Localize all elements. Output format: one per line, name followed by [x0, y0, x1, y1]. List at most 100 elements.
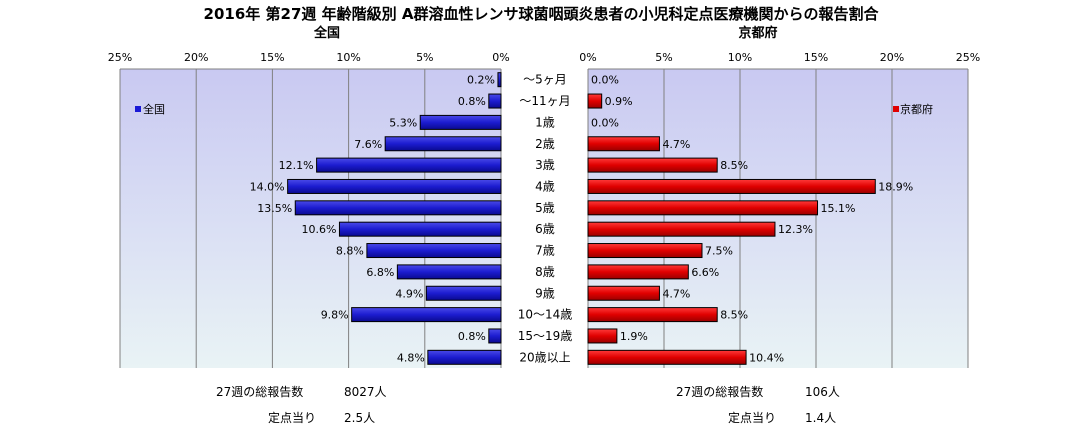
national-value-label: 0.2%	[467, 74, 495, 87]
legend-national-swatch	[135, 106, 141, 112]
kyoto-value-label: 10.4%	[749, 351, 784, 364]
left-tick-label: 20%	[184, 51, 208, 64]
national-value-label: 4.9%	[395, 287, 423, 300]
national-bar	[287, 178, 502, 194]
legend-kyoto-swatch	[893, 106, 899, 112]
national-bar	[425, 285, 502, 301]
kyoto-per-value: 1.4人	[805, 411, 837, 425]
kyoto-bar	[587, 157, 718, 173]
legend-kyoto-label: 京都府	[900, 102, 933, 116]
national-total-value: 8027人	[344, 385, 387, 399]
kyoto-value-label: 8.5%	[720, 309, 748, 322]
national-value-label: 0.8%	[458, 330, 486, 343]
national-bar	[316, 157, 502, 173]
kyoto-value-label: 4.7%	[662, 138, 690, 151]
kyoto-bar	[587, 285, 660, 301]
kyoto-value-label: 8.5%	[720, 159, 748, 172]
left-tick-label: 15%	[260, 51, 284, 64]
national-bar	[294, 200, 502, 216]
kyoto-value-label: 0.0%	[591, 116, 619, 129]
national-bar	[338, 221, 502, 237]
category-label: 7歳	[535, 244, 555, 258]
bars	[287, 72, 876, 365]
category-label: 20歳以上	[519, 350, 570, 364]
legend-national-label: 全国	[143, 102, 165, 116]
kyoto-value-label: 0.9%	[605, 95, 633, 108]
kyoto-bar	[587, 243, 703, 259]
national-value-label: 8.8%	[336, 245, 364, 258]
category-label: 3歳	[535, 158, 555, 172]
kyoto-value-label: 7.5%	[705, 245, 733, 258]
kyoto-per-label: 定点当り	[728, 411, 777, 425]
kyoto-total-value: 106人	[805, 385, 840, 399]
kyoto-bar	[587, 349, 747, 365]
category-label: 10～14歳	[518, 308, 573, 322]
national-value-label: 12.1%	[279, 159, 314, 172]
national-bar	[488, 93, 502, 109]
kyoto-value-label: 12.3%	[778, 223, 813, 236]
kyoto-value-label: 0.0%	[591, 74, 619, 87]
right-tick-label: 25%	[956, 51, 980, 64]
kyoto-bar	[587, 307, 718, 323]
national-value-label: 0.8%	[458, 95, 486, 108]
right-tick-label: 5%	[655, 51, 672, 64]
national-bar	[497, 72, 502, 88]
left-tick-label: 0%	[492, 51, 509, 64]
national-bar	[384, 136, 502, 152]
category-label: 6歳	[535, 222, 555, 236]
category-label: 2歳	[535, 137, 555, 151]
right-tick-label: 20%	[880, 51, 904, 64]
category-label: ～5ヶ月	[523, 73, 567, 87]
national-bar	[366, 243, 502, 259]
national-per-value: 2.5人	[344, 411, 376, 425]
kyoto-bar	[587, 200, 819, 216]
national-value-label: 7.6%	[354, 138, 382, 151]
national-value-label: 14.0%	[250, 180, 285, 193]
category-label: ～11ヶ月	[519, 94, 570, 108]
chart-title: 2016年 第27週 年齢階級別 A群溶血性レンサ球菌咽頭炎患者の小児科定点医療…	[204, 5, 880, 23]
national-value-label: 4.8%	[397, 351, 425, 364]
kyoto-value-label: 15.1%	[821, 202, 856, 215]
national-value-label: 10.6%	[302, 223, 337, 236]
kyoto-value-label: 18.9%	[878, 180, 913, 193]
right-tick-label: 15%	[804, 51, 828, 64]
national-bar	[396, 264, 502, 280]
axis-tick-labels: 0% 0% 5% 5% 10% 10% 15% 15% 20% 20% 25% 25%	[108, 51, 980, 64]
national-total-label: 27週の総報告数	[216, 385, 304, 399]
right-tick-label: 10%	[728, 51, 752, 64]
right-panel-title: 京都府	[738, 25, 777, 41]
left-tick-label: 5%	[416, 51, 433, 64]
kyoto-bar	[587, 178, 876, 194]
national-bar	[488, 328, 502, 344]
data-labels: 0.2% 0.8% 5.3% 7.6% 12.1% 14.0% 13.5% 10.6% 8.8%…	[250, 74, 914, 365]
national-bar	[351, 307, 502, 323]
kyoto-bar	[587, 264, 689, 280]
left-tick-label: 10%	[336, 51, 360, 64]
kyoto-total-label: 27週の総報告数	[676, 385, 764, 399]
category-label: 8歳	[535, 265, 555, 279]
left-panel-title: 全国	[313, 25, 340, 41]
national-value-label: 13.5%	[257, 202, 292, 215]
national-bar	[427, 349, 502, 365]
kyoto-bar	[587, 221, 776, 237]
national-value-label: 5.3%	[389, 116, 417, 129]
category-label: 1歳	[535, 115, 555, 129]
national-per-label: 定点当り	[268, 411, 317, 425]
kyoto-value-label: 6.6%	[691, 266, 719, 279]
right-tick-label: 0%	[579, 51, 596, 64]
legend-kyoto: 京都府	[893, 102, 933, 116]
kyoto-bar	[587, 93, 603, 109]
kyoto-bar	[587, 328, 618, 344]
category-labels: ～5ヶ月 ～11ヶ月 1歳 2歳 3歳 4歳 5歳 6歳 7歳 8歳 9歳 10～14歳 15～19歳 2…	[518, 73, 573, 365]
left-tick-label: 25%	[108, 51, 132, 64]
category-label: 5歳	[535, 201, 555, 215]
category-label: 9歳	[535, 286, 555, 300]
left-plot-area	[120, 69, 501, 368]
legend-national: 全国	[135, 102, 165, 116]
category-label: 15～19歳	[518, 329, 573, 343]
kyoto-value-label: 1.9%	[620, 330, 648, 343]
category-label: 4歳	[535, 179, 555, 193]
national-value-label: 6.8%	[366, 266, 394, 279]
kyoto-value-label: 4.7%	[662, 287, 690, 300]
